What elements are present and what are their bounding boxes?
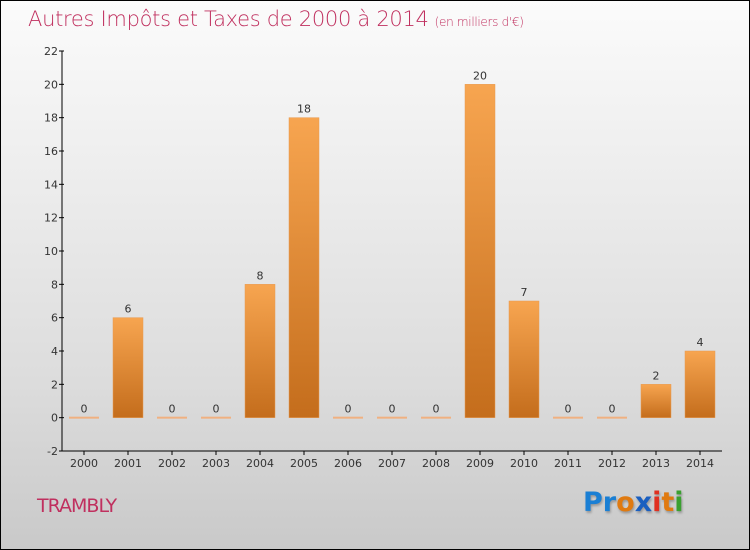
data-label: 20 <box>473 69 487 82</box>
data-label: 0 <box>169 403 176 416</box>
bar <box>508 300 540 418</box>
x-tick-label: 2012 <box>598 457 626 470</box>
bar <box>69 416 99 419</box>
x-tick-label: 2003 <box>202 457 230 470</box>
logo-letter: P <box>583 487 603 518</box>
bar <box>640 384 672 418</box>
bar <box>553 416 583 419</box>
y-tick-label: 14 <box>44 178 58 191</box>
logo-letter: x <box>634 487 653 518</box>
data-label: 0 <box>609 403 616 416</box>
y-tick-label: 20 <box>44 78 58 91</box>
bar <box>464 84 496 418</box>
data-label: 0 <box>81 403 88 416</box>
bar <box>333 416 363 419</box>
data-label: 0 <box>213 403 220 416</box>
bar <box>288 117 320 418</box>
bar <box>244 284 276 418</box>
logo-letter: r <box>602 487 617 518</box>
x-tick-label: 2009 <box>466 457 494 470</box>
x-tick-label: 2006 <box>334 457 362 470</box>
proxiti-logo: Proxiti <box>583 487 684 518</box>
data-label: 8 <box>257 269 264 282</box>
y-tick-label: 0 <box>51 412 58 425</box>
logo-letter: t <box>661 487 675 518</box>
x-tick-label: 2010 <box>510 457 538 470</box>
data-label: 0 <box>389 403 396 416</box>
bar <box>597 416 627 419</box>
bar <box>377 416 407 419</box>
bar <box>201 416 231 419</box>
x-tick-label: 2013 <box>642 457 670 470</box>
bar <box>112 317 144 418</box>
x-tick-label: 2008 <box>422 457 450 470</box>
x-tick-label: 2001 <box>114 457 142 470</box>
y-tick-label: 22 <box>44 45 58 58</box>
x-tick-label: 2011 <box>554 457 582 470</box>
chart-title: Autres Impôts et Taxes de 2000 à 2014 (en… <box>28 7 524 31</box>
data-label: 6 <box>125 303 132 316</box>
y-tick-label: 2 <box>51 378 58 391</box>
x-tick-label: 2014 <box>686 457 714 470</box>
unit-label: (en milliers d'€) <box>434 15 524 29</box>
title-text: Autres Impôts et Taxes de 2000 à 2014 <box>28 7 429 31</box>
data-label: 0 <box>433 403 440 416</box>
bar <box>684 350 716 418</box>
y-tick-label: 6 <box>51 312 58 325</box>
data-label: 2 <box>653 369 660 382</box>
y-tick-label: 10 <box>44 245 58 258</box>
data-label: 7 <box>521 286 528 299</box>
y-tick-label: -2 <box>47 445 58 458</box>
y-tick-label: 12 <box>44 212 58 225</box>
x-tick-label: 2007 <box>378 457 406 470</box>
data-label: 4 <box>697 336 704 349</box>
logo-letter: i <box>652 487 662 518</box>
bar <box>421 416 451 419</box>
x-tick-label: 2004 <box>246 457 274 470</box>
logo-letter: i <box>674 487 684 518</box>
x-tick-label: 2002 <box>158 457 186 470</box>
y-tick-label: 4 <box>51 345 58 358</box>
location-label: TRAMBLY <box>37 495 117 517</box>
bar <box>157 416 187 419</box>
y-tick-label: 8 <box>51 278 58 291</box>
y-tick-label: 18 <box>44 112 58 125</box>
y-tick-label: 16 <box>44 145 58 158</box>
data-label: 0 <box>565 403 572 416</box>
x-tick-label: 2005 <box>290 457 318 470</box>
logo-letter: o <box>616 487 635 518</box>
data-label: 18 <box>297 103 311 116</box>
x-tick-label: 2000 <box>70 457 98 470</box>
data-label: 0 <box>345 403 352 416</box>
